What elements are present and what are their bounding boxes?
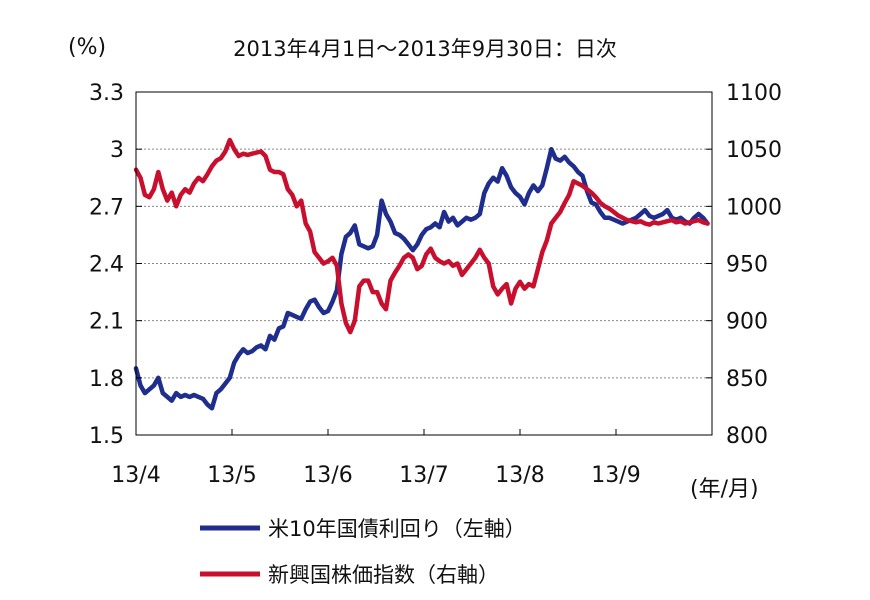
y-right-tick-label: 850 <box>726 367 768 392</box>
legend-label-us-10y-yield: 米10年国債利回り（左軸） <box>268 517 526 541</box>
series-line-us-10y-yield <box>133 146 710 411</box>
x-tick-label: 13/4 <box>111 463 160 488</box>
y-right-tick-label: 800 <box>726 424 768 449</box>
axis-ticks <box>135 91 712 436</box>
y-left-tick-label: 3.3 <box>89 81 124 106</box>
axis-labels: 1.5 800 1.8 850 2.1 900 2.4 950 2.7 1000 3 1050 3.3 1… <box>89 81 782 488</box>
y-left-tick-label: 2.7 <box>89 195 124 220</box>
legend: 米10年国債利回り（左軸） 新興国株価指数（右軸） <box>200 517 526 587</box>
left-axis-unit: (%) <box>68 35 106 60</box>
x-axis-unit: (年/月) <box>690 477 759 502</box>
y-left-tick-label: 2.1 <box>89 310 124 335</box>
y-left-tick-label: 2.4 <box>89 253 124 278</box>
legend-label-em-equity-index: 新興国株価指数（右軸） <box>268 563 499 587</box>
x-tick-label: 13/7 <box>399 463 448 488</box>
y-right-tick-label: 1050 <box>726 138 782 163</box>
x-tick-label: 13/8 <box>495 463 544 488</box>
y-right-tick-label: 950 <box>726 253 768 278</box>
series-lines <box>133 137 710 411</box>
x-tick-label: 13/6 <box>303 463 352 488</box>
y-right-tick-label: 1000 <box>726 195 782 220</box>
x-tick-label: 13/5 <box>207 463 256 488</box>
y-left-tick-label: 3 <box>110 138 124 163</box>
y-left-tick-label: 1.5 <box>89 424 124 449</box>
y-right-tick-label: 1100 <box>726 81 782 106</box>
y-right-tick-label: 900 <box>726 310 768 335</box>
x-tick-label: 13/9 <box>591 463 640 488</box>
chart-title: 2013年4月1日～2013年9月30日：日次 <box>233 37 617 61</box>
y-left-tick-label: 1.8 <box>89 367 124 392</box>
series-line-em-equity-index <box>133 137 710 335</box>
